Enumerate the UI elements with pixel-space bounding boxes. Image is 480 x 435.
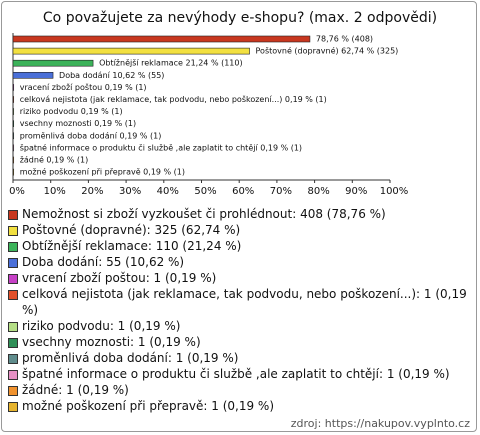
x-tick-label: 60% xyxy=(232,186,254,197)
chart-title: Co považujete za nevýhody e-shopu? (max.… xyxy=(43,10,437,26)
value-label: Doba dodání 10,62 % (55) xyxy=(59,71,164,80)
legend-label: Nemožnost si zboží vyzkoušet či prohlédn… xyxy=(22,207,386,221)
legend-item: Poštovné (dopravné): 325 (62,74 %) xyxy=(8,222,468,238)
value-label: možné poškození při přepravě 0,19 % (1) xyxy=(20,167,185,177)
x-tick-label: 70% xyxy=(270,186,292,197)
x-tick-label: 30% xyxy=(119,186,141,197)
bar xyxy=(12,35,311,43)
bar xyxy=(12,156,15,164)
value-label: riziko podvodu 0,19 % (1) xyxy=(20,107,123,116)
legend-label: celková nejistota (jak reklamace, tak po… xyxy=(22,287,467,317)
value-label: vsechny moznosti 0,19 % (1) xyxy=(20,119,136,128)
legend-swatch xyxy=(8,226,18,236)
legend-item: Obtížnější reklamace: 110 (21,24 %) xyxy=(8,238,468,254)
legend-swatch xyxy=(8,370,18,380)
x-tick-label: 90% xyxy=(345,186,367,197)
legend-item: Doba dodání: 55 (10,62 %) xyxy=(8,254,468,270)
legend-swatch xyxy=(8,258,18,268)
legend-item: možné poškození při přepravě: 1 (0,19 %) xyxy=(8,398,468,414)
legend-item: vracení zboží poštou: 1 (0,19 %) xyxy=(8,270,468,286)
legend-item: žádné: 1 (0,19 %) xyxy=(8,382,468,398)
x-tick-label: 20% xyxy=(81,186,103,197)
legend-item: špatné informace o produktu či službě ,a… xyxy=(8,366,468,382)
legend-item: Nemožnost si zboží vyzkoušet či prohlédn… xyxy=(8,206,468,222)
legend-swatch xyxy=(8,402,18,412)
legend-label: žádné: 1 (0,19 %) xyxy=(22,383,129,397)
bar xyxy=(12,120,15,127)
value-label: špatné informace o produktu či službě ,a… xyxy=(20,142,302,152)
legend-item: celková nejistota (jak reklamace, tak po… xyxy=(8,286,468,318)
bar xyxy=(12,108,15,115)
legend: Nemožnost si zboží vyzkoušet či prohlédn… xyxy=(8,206,468,414)
legend-item: proměnlivá doba dodání: 1 (0,19 %) xyxy=(8,350,468,366)
legend-item: riziko podvodu: 1 (0,19 %) xyxy=(8,318,468,334)
x-tick-label: 50% xyxy=(194,186,216,197)
value-label: vracení zboží poštou 0,19 % (1) xyxy=(20,82,147,92)
x-tick-label: 100% xyxy=(380,186,409,197)
legend-swatch xyxy=(8,210,18,220)
x-tick-label: 40% xyxy=(157,186,179,197)
legend-label: riziko podvodu: 1 (0,19 %) xyxy=(22,319,181,333)
legend-swatch xyxy=(8,290,18,300)
legend-label: Doba dodání: 55 (10,62 %) xyxy=(22,255,185,269)
chart: Co považujete za nevýhody e-shopu? (max.… xyxy=(9,10,437,197)
x-tick-label: 10% xyxy=(44,186,66,197)
legend-label: špatné informace o produktu či službě ,a… xyxy=(22,367,450,381)
value-label: Poštovné (dopravné) 62,74 % (325) xyxy=(256,46,399,56)
legend-swatch xyxy=(8,338,18,348)
legend-label: vracení zboží poštou: 1 (0,19 %) xyxy=(22,271,217,285)
bar xyxy=(12,96,15,103)
legend-item: vsechny moznosti: 1 (0,19 %) xyxy=(8,334,468,350)
bar xyxy=(12,144,15,152)
bar xyxy=(12,72,54,79)
source: zdroj: https://nakupov.vyplnto.cz xyxy=(290,417,470,430)
x-tick-label: 80% xyxy=(307,186,329,197)
bar xyxy=(12,132,15,140)
legend-label: proměnlivá doba dodání: 1 (0,19 %) xyxy=(22,351,239,365)
value-label: celková nejistota (jak reklamace, tak po… xyxy=(20,94,327,104)
bar xyxy=(12,168,15,176)
value-label: žádné 0,19 % (1) xyxy=(20,155,89,165)
value-label: proměnlivá doba dodání 0,19 % (1) xyxy=(20,131,162,140)
legend-label: Obtížnější reklamace: 110 (21,24 %) xyxy=(22,239,242,253)
legend-swatch xyxy=(8,322,18,332)
legend-label: možné poškození při přepravě: 1 (0,19 %) xyxy=(22,399,275,413)
value-label: Obtížnější reklamace 21,24 % (110) xyxy=(99,58,243,68)
value-label: 78,76 % (408) xyxy=(316,35,373,44)
legend-swatch xyxy=(8,242,18,252)
bar xyxy=(12,59,94,67)
legend-label: Poštovné (dopravné): 325 (62,74 %) xyxy=(22,223,241,237)
x-tick-label: 0% xyxy=(9,186,25,197)
legend-label: vsechny moznosti: 1 (0,19 %) xyxy=(22,335,201,349)
legend-swatch xyxy=(8,274,18,284)
bar xyxy=(12,47,250,55)
legend-swatch xyxy=(8,386,18,396)
legend-swatch xyxy=(8,354,18,364)
bar xyxy=(12,84,15,91)
